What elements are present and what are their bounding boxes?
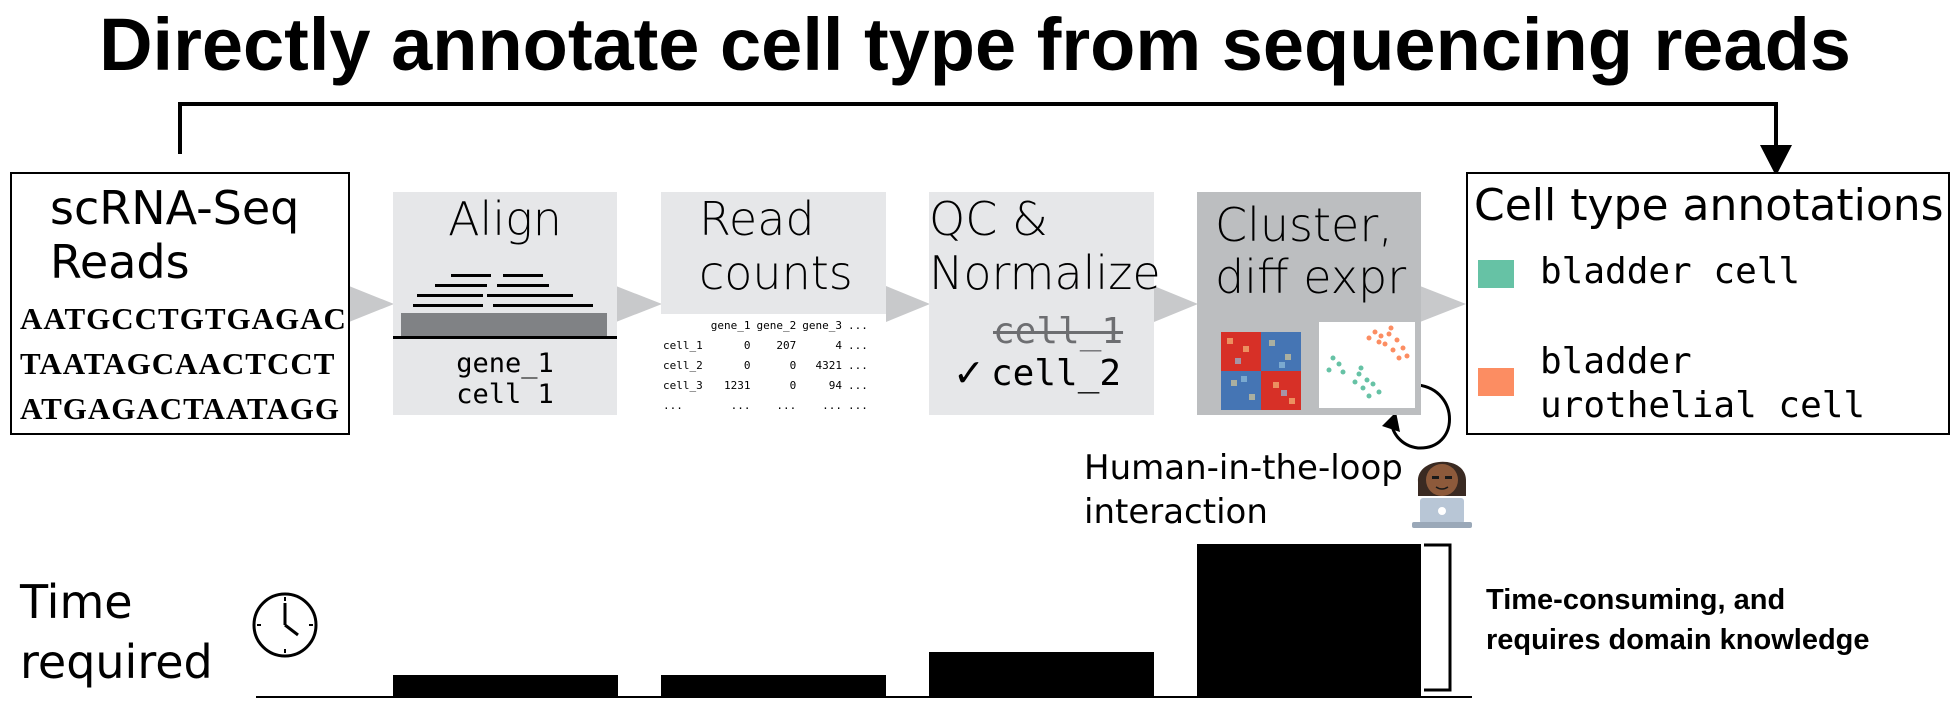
table-row: cell_3 1231 0 94 ... <box>663 376 874 396</box>
table-cell: ... <box>848 359 868 372</box>
flow-arrow <box>349 286 394 322</box>
counts-subtitle: counts <box>699 246 853 300</box>
shortcut-arrowhead <box>1760 145 1792 176</box>
qc-title: QC & <box>929 192 1048 246</box>
time-label: Time <box>20 575 133 629</box>
read-sequence: TAATAGCAACTCCT <box>20 346 336 381</box>
flow-arrow <box>886 286 930 322</box>
loop-arrow <box>1390 383 1451 450</box>
legend-label-urothelial-line2: urothelial cell <box>1540 385 1866 426</box>
counts-box: Read counts gene_1 gene_2 gene_3 ... cel… <box>661 192 886 415</box>
table-cell: ... <box>730 399 751 412</box>
table-cell: ... <box>848 399 868 412</box>
table-row: ... ... ... ... ... <box>663 396 874 416</box>
table-header-row: gene_1 gene_2 gene_3 ... <box>663 316 874 336</box>
human-loop-label: Human-in-the-loop <box>1084 448 1403 488</box>
clock-icon <box>252 592 318 658</box>
removed-cell-label: cell_1 <box>993 311 1124 352</box>
table-header: gene_3 <box>802 319 842 332</box>
legend-swatch-bladder-cell <box>1478 260 1514 288</box>
time-note-line2: requires domain knowledge <box>1486 624 1870 656</box>
legend-label-bladder-cell: bladder cell <box>1540 251 1801 292</box>
cell-label: cell 1 <box>456 379 554 410</box>
table-row: cell_1 0 207 4 ... <box>663 336 874 356</box>
flow-arrow <box>1154 286 1198 322</box>
table-cell: 4321 <box>815 359 843 372</box>
table-cell: 0 <box>789 379 797 392</box>
legend-label-urothelial-line1: bladder <box>1540 341 1692 382</box>
loop-arrowhead <box>1382 412 1400 432</box>
table-row: cell_2 0 0 4321 ... <box>663 356 874 376</box>
align-box: Align gene_1 cell 1 <box>393 192 617 415</box>
counts-table: gene_1 gene_2 gene_3 ... cell_1 0 207 4 … <box>663 316 874 416</box>
table-cell: 207 <box>776 339 797 352</box>
time-sublabel: required <box>20 635 213 689</box>
table-cell: 4 <box>835 339 842 352</box>
kept-cell-label: cell_2 <box>991 353 1122 394</box>
table-cell: 94 <box>828 379 842 392</box>
table-cell: 0 <box>743 359 751 372</box>
table-cell: ... <box>848 339 868 352</box>
read-sequence: ATGAGACTAATAGG <box>20 391 340 426</box>
table-cell: cell_1 <box>663 339 703 352</box>
table-cell: ... <box>822 399 842 412</box>
scatter-icon <box>1319 322 1415 408</box>
annotations-box: Cell type annotations bladder cell bladd… <box>1466 172 1950 435</box>
annotations-title: Cell type annotations <box>1474 180 1944 231</box>
table-cell: ... <box>848 379 868 392</box>
read-sequence: AATGCCTGTGAGAC <box>20 301 347 336</box>
table-header <box>663 316 711 336</box>
person-laptop-icon <box>1412 461 1472 528</box>
alignment-graphic <box>393 274 617 339</box>
table-header: gene_2 <box>756 319 797 332</box>
flow-arrow <box>1420 286 1466 322</box>
table-cell: cell_2 <box>663 359 703 372</box>
reads-subtitle: Reads <box>50 235 190 289</box>
align-title: Align <box>448 192 562 246</box>
table-cell: 0 <box>789 359 797 372</box>
table-cell: 0 <box>743 339 751 352</box>
table-cell: cell_3 <box>663 379 703 392</box>
table-cell: ... <box>776 399 797 412</box>
reads-title: scRNA-Seq <box>50 181 300 235</box>
page-title: Directly annotate cell type from sequenc… <box>99 3 1851 86</box>
table-header: gene_1 <box>710 319 751 332</box>
table-header: ... <box>848 319 868 332</box>
qc-box: QC & Normalize cell_1 ✓ cell_2 <box>929 192 1161 415</box>
shortcut-arrow-line <box>178 102 1778 160</box>
counts-table-panel: gene_1 gene_2 gene_3 ... cell_1 0 207 4 … <box>661 314 886 415</box>
reads-box: scRNA-Seq Reads AATGCCTGTGAGAC TAATAGCAA… <box>10 172 350 435</box>
table-cell: 1231 <box>724 379 751 392</box>
time-note: Time-consuming, and <box>1486 584 1786 616</box>
cluster-title: Cluster, <box>1215 198 1393 252</box>
check-icon: ✓ <box>953 353 985 395</box>
cluster-box: Cluster, diff expr <box>1197 192 1421 415</box>
flow-arrow <box>616 286 662 322</box>
human-loop-sublabel: interaction <box>1084 492 1268 532</box>
qc-subtitle: Normalize <box>929 246 1161 300</box>
time-bracket <box>1424 543 1452 692</box>
counts-title: Read <box>699 192 815 246</box>
gene-label: gene_1 <box>456 348 554 379</box>
cluster-subtitle: diff expr <box>1215 250 1407 304</box>
heatmap-icon <box>1221 332 1301 410</box>
legend-swatch-urothelial-cell <box>1478 368 1514 396</box>
table-cell: ... <box>663 399 683 412</box>
